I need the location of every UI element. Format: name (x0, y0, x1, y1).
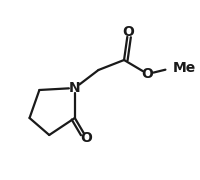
Text: Me: Me (171, 61, 195, 75)
Text: O: O (141, 67, 153, 81)
Text: O: O (80, 131, 92, 145)
Text: N: N (69, 81, 80, 95)
Text: O: O (121, 25, 133, 39)
